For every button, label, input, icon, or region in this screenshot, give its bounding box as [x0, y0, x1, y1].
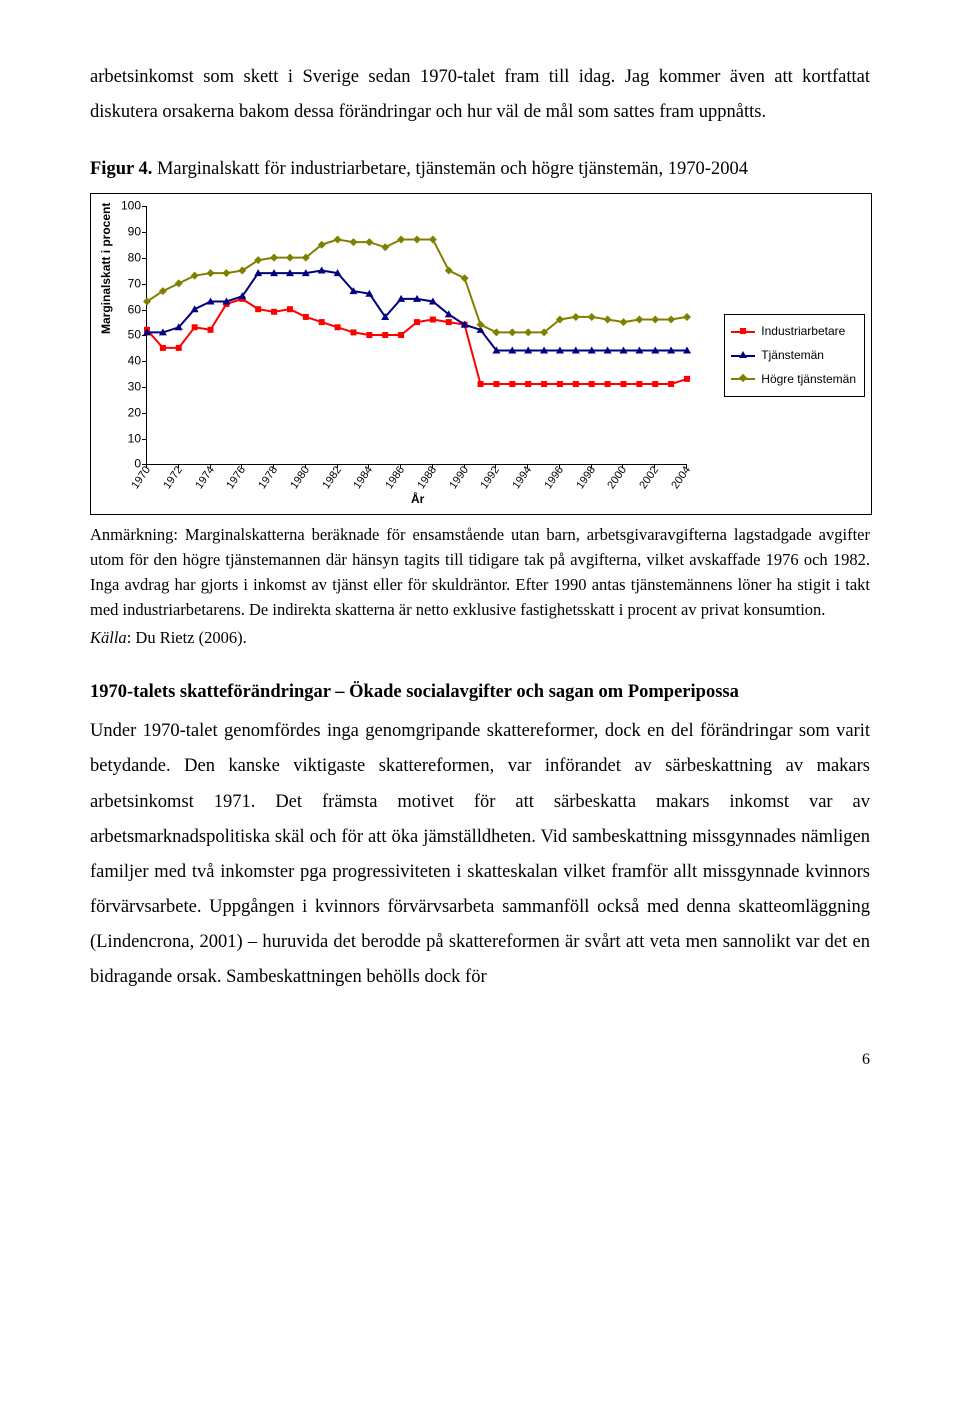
x-tick-label: 2002 [634, 462, 665, 494]
source-text: : Du Rietz (2006). [127, 628, 247, 647]
x-tick-label: 2004 [666, 462, 697, 494]
marginal-tax-chart: Marginalskatt i procent År Industriarbet… [90, 193, 872, 515]
x-tick-label: 1978 [253, 462, 284, 494]
section-heading: 1970-talets skatteförändringar – Ökade s… [90, 675, 870, 710]
page-number: 6 [90, 1045, 870, 1075]
source-label: Källa [90, 628, 127, 647]
legend-label: Högre tjänstemän [761, 368, 856, 391]
x-tick-label: 1984 [348, 462, 379, 494]
x-tick-label: 1974 [190, 462, 221, 494]
x-tick-label: 1992 [475, 462, 506, 494]
series-Högre tjänstemän [147, 206, 687, 464]
x-tick-label: 1994 [507, 462, 538, 494]
y-tick-label: 30 [117, 376, 141, 399]
y-tick-label: 10 [117, 427, 141, 450]
y-axis-title: Marginalskatt i procent [95, 203, 118, 334]
legend-item: Industriarbetare [731, 320, 856, 343]
figure-source: Källa: Du Rietz (2006). [90, 626, 870, 651]
x-tick-label: 1986 [380, 462, 411, 494]
x-tick-label: 1998 [571, 462, 602, 494]
x-tick-label: 1976 [221, 462, 252, 494]
figure-number: Figur 4. [90, 159, 152, 179]
y-tick-label: 80 [117, 247, 141, 270]
chart-legend: IndustriarbetareTjänstemänHögre tjänstem… [724, 314, 865, 396]
legend-label: Industriarbetare [761, 320, 845, 343]
x-tick-label: 1996 [539, 462, 570, 494]
y-tick-label: 50 [117, 324, 141, 347]
y-tick-label: 70 [117, 272, 141, 295]
y-tick-label: 60 [117, 298, 141, 321]
legend-label: Tjänstemän [761, 344, 824, 367]
y-tick-label: 40 [117, 350, 141, 373]
figure-caption: Figur 4. Marginalskatt för industriarbet… [90, 152, 870, 187]
legend-item: Högre tjänstemän [731, 368, 856, 391]
figure-title: Marginalskatt för industriarbetare, tjän… [152, 159, 748, 179]
y-tick-label: 90 [117, 221, 141, 244]
x-tick-label: 1972 [158, 462, 189, 494]
intro-paragraph: arbetsinkomst som skett i Sverige sedan … [90, 60, 870, 130]
x-tick-label: 1982 [317, 462, 348, 494]
figure-note: Anmärkning: Marginalskatterna beräknade … [90, 523, 870, 622]
x-tick-label: 1980 [285, 462, 316, 494]
x-tick-label: 2000 [602, 462, 633, 494]
y-tick-label: 20 [117, 401, 141, 424]
legend-item: Tjänstemän [731, 344, 856, 367]
x-tick-label: 1990 [444, 462, 475, 494]
y-tick-label: 100 [117, 195, 141, 218]
plot-area [146, 206, 687, 465]
section-paragraph: Under 1970-talet genomfördes inga genomg… [90, 714, 870, 995]
x-axis-title: År [411, 488, 424, 511]
